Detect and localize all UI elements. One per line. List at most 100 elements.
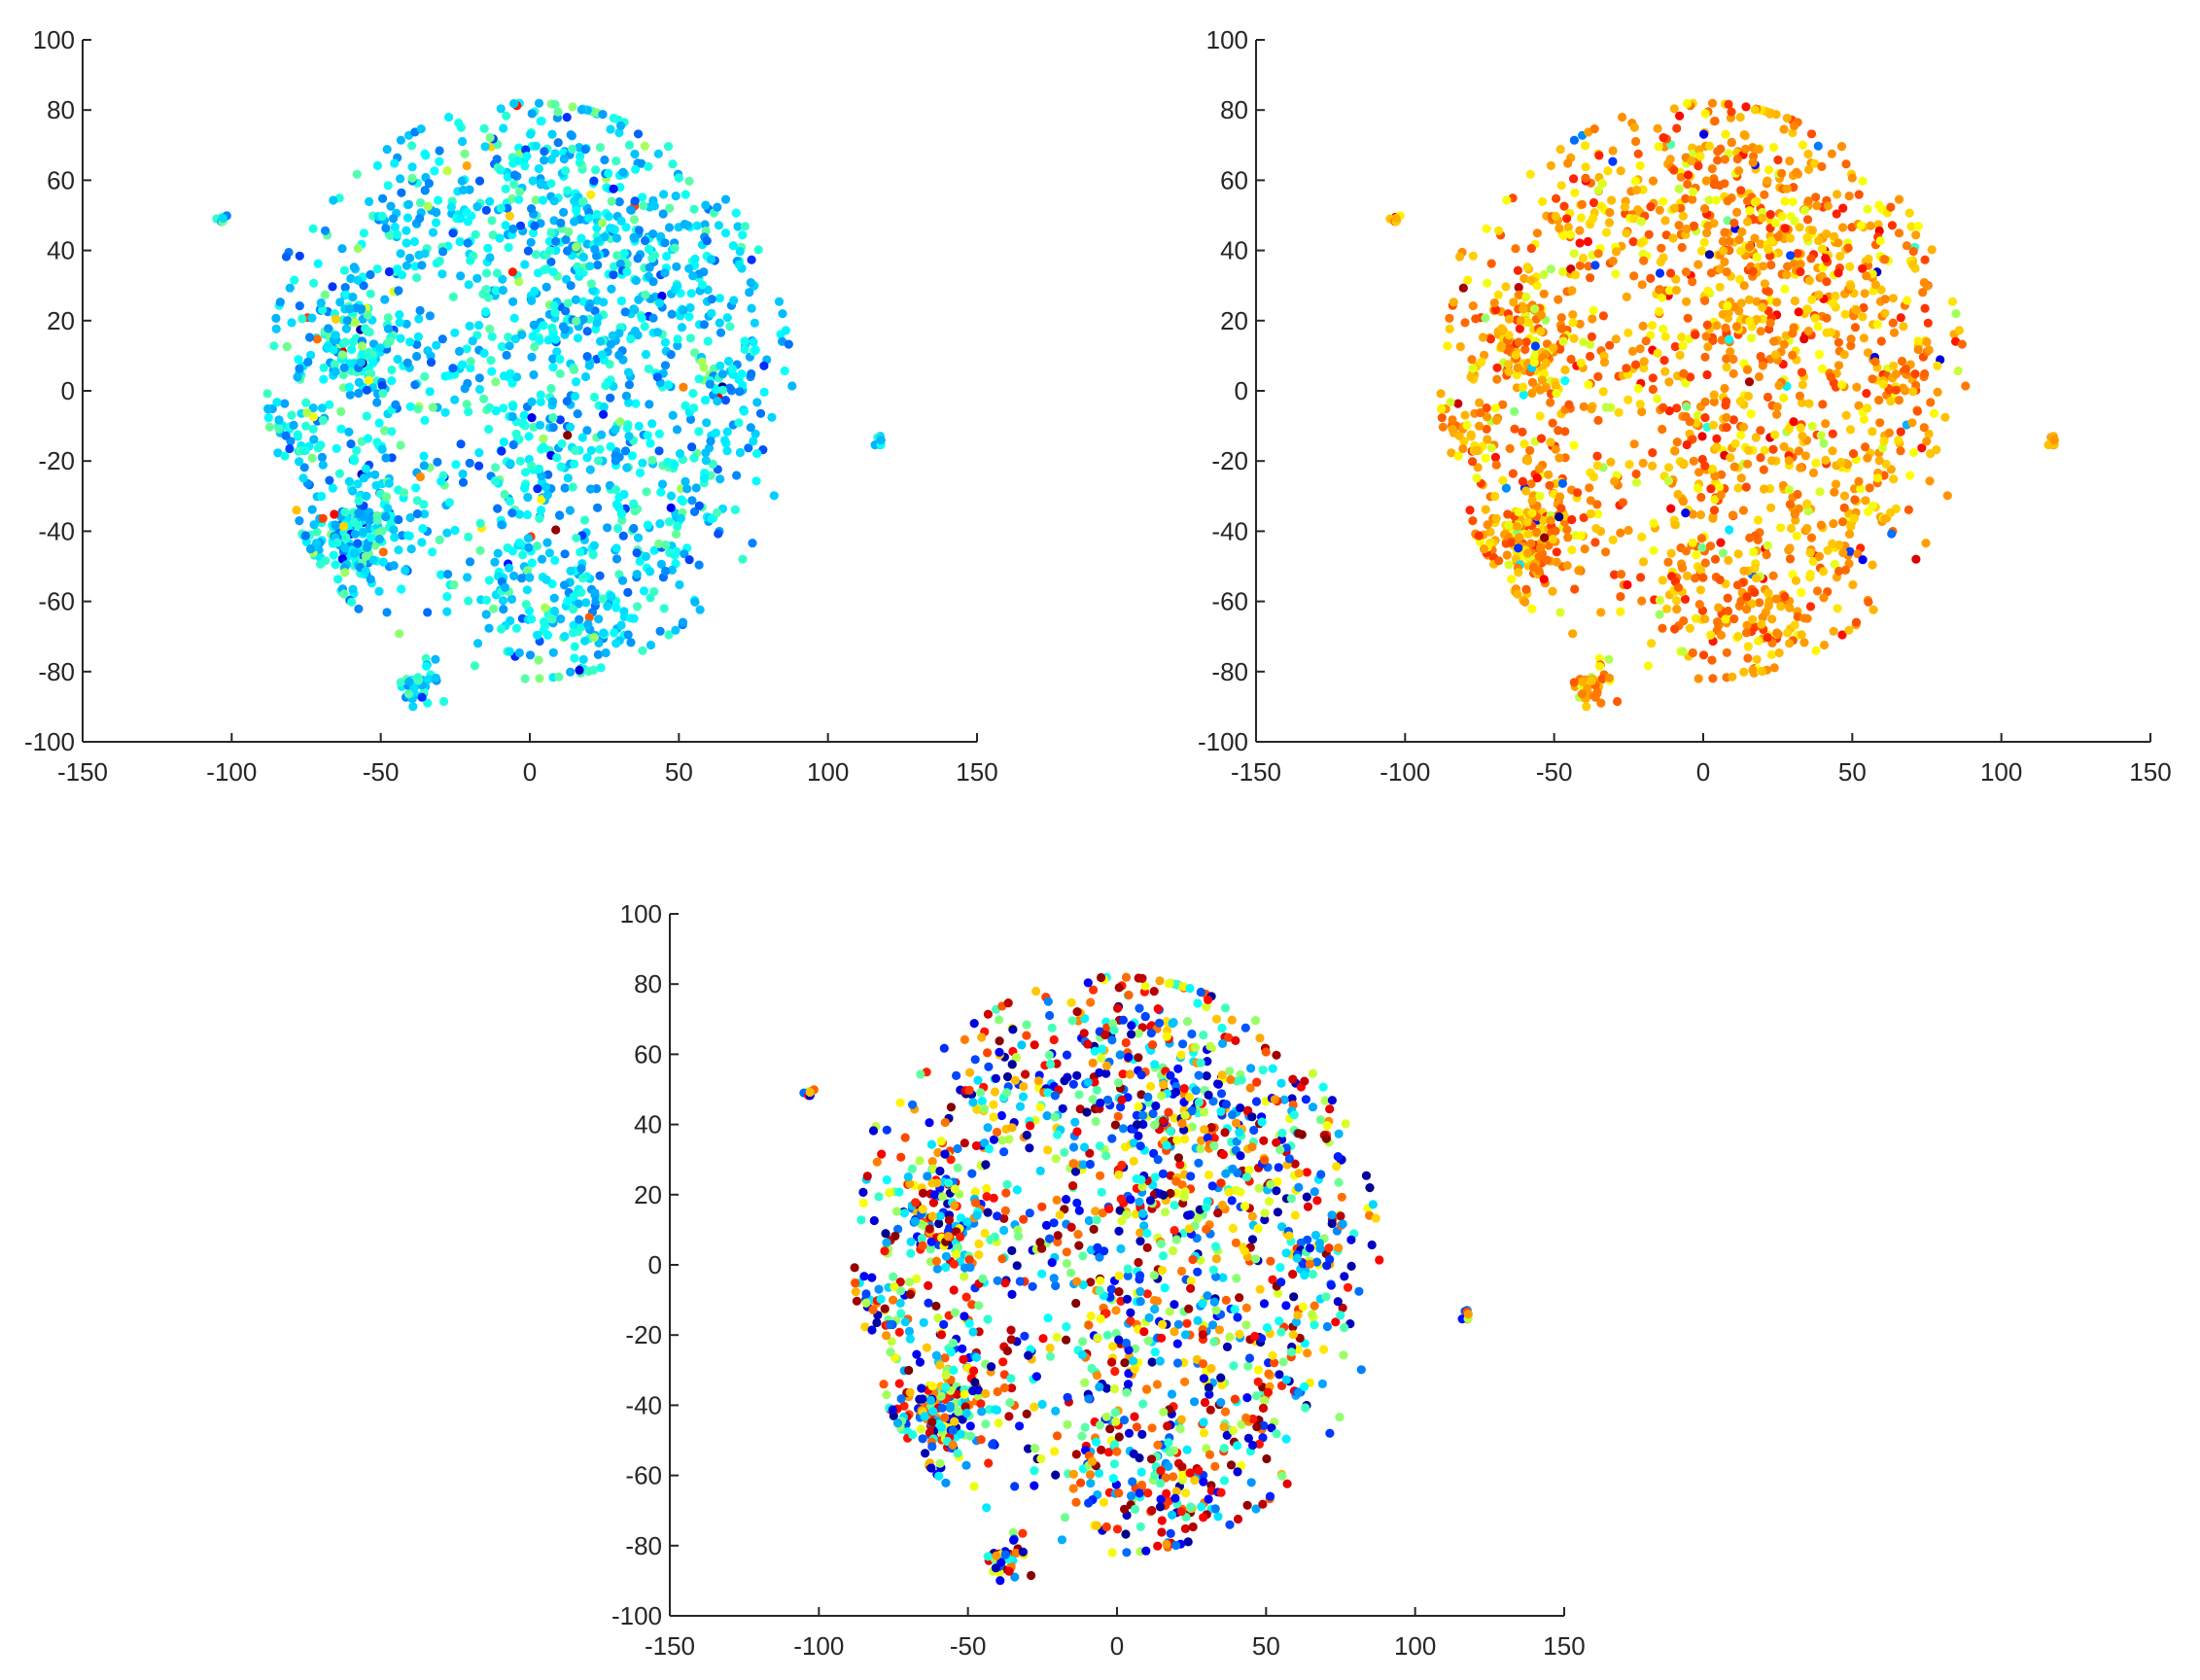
data-point <box>974 1239 984 1249</box>
data-point <box>685 333 696 343</box>
data-point <box>394 514 403 525</box>
data-point <box>647 254 657 263</box>
data-point <box>1802 499 1812 508</box>
data-point <box>1001 1188 1011 1198</box>
data-point <box>896 1309 906 1318</box>
data-point <box>1748 665 1758 676</box>
data-point <box>1682 439 1692 450</box>
data-point <box>940 1117 950 1128</box>
data-point <box>1589 472 1598 482</box>
data-point <box>1766 456 1777 466</box>
data-point <box>591 165 601 175</box>
data-point <box>1669 203 1679 213</box>
data-point <box>1590 692 1600 702</box>
data-point <box>1587 676 1596 685</box>
data-point <box>572 316 581 326</box>
data-point <box>1498 475 1508 485</box>
data-point <box>868 1305 878 1314</box>
data-point <box>1480 350 1489 360</box>
data-point <box>927 1157 937 1167</box>
data-point <box>634 421 644 431</box>
data-point <box>885 1188 894 1198</box>
data-point <box>1095 1068 1104 1077</box>
data-point <box>1204 1090 1213 1100</box>
data-point <box>1843 243 1853 253</box>
data-point <box>1635 344 1645 354</box>
data-point <box>409 683 419 693</box>
data-point <box>1856 484 1866 494</box>
data-point <box>1062 1050 1072 1060</box>
data-point <box>1685 623 1694 633</box>
data-point <box>1759 262 1768 271</box>
data-point <box>876 436 886 445</box>
data-point <box>1758 361 1767 370</box>
data-point <box>906 1248 916 1258</box>
data-point <box>1527 508 1537 518</box>
data-point <box>1780 224 1790 233</box>
data-point <box>997 1136 1007 1145</box>
data-point <box>1714 482 1725 492</box>
data-point <box>1881 459 1891 469</box>
data-point <box>475 518 485 528</box>
data-point <box>1259 1136 1269 1145</box>
data-point <box>1209 1134 1219 1143</box>
data-point <box>1741 144 1751 154</box>
data-point <box>1908 447 1918 458</box>
data-point <box>1465 506 1475 515</box>
data-point <box>1534 566 1544 577</box>
data-point <box>950 1308 960 1317</box>
data-point <box>1068 1142 1079 1152</box>
data-point <box>1437 413 1447 423</box>
data-point <box>400 488 409 498</box>
data-point <box>616 620 626 630</box>
data-point <box>1129 1156 1138 1166</box>
data-point <box>597 350 608 360</box>
data-point <box>1804 276 1814 286</box>
data-point <box>935 1211 945 1221</box>
data-point <box>1202 1071 1211 1081</box>
data-point <box>403 199 413 209</box>
data-point <box>353 275 363 285</box>
data-point <box>1539 289 1549 298</box>
x-tick-label: -50 <box>363 757 400 787</box>
data-point <box>1526 479 1536 489</box>
data-point <box>1552 557 1561 567</box>
data-point <box>918 1394 927 1404</box>
data-point <box>1675 350 1685 360</box>
data-point <box>1564 400 1574 409</box>
data-point <box>338 521 349 532</box>
data-point <box>1676 203 1686 213</box>
data-point <box>1845 425 1856 435</box>
data-point <box>585 484 596 494</box>
data-point <box>1549 343 1558 353</box>
data-point <box>368 358 378 368</box>
data-point <box>413 676 423 685</box>
data-point <box>738 554 748 564</box>
data-point <box>401 566 410 576</box>
data-point <box>1218 1038 1228 1048</box>
data-point <box>1756 453 1765 463</box>
data-point <box>1043 1088 1053 1098</box>
data-point <box>1052 1195 1062 1205</box>
data-point <box>515 221 526 230</box>
data-point <box>1750 105 1760 115</box>
data-point <box>1529 358 1539 368</box>
data-point <box>981 1419 991 1429</box>
data-point <box>874 1192 884 1202</box>
data-point <box>1774 380 1784 391</box>
data-point <box>566 566 576 576</box>
data-point <box>1501 282 1511 292</box>
data-point <box>1832 209 1841 219</box>
data-point <box>1894 396 1903 405</box>
data-point <box>1710 554 1721 564</box>
data-point <box>643 431 652 440</box>
data-point <box>583 619 593 629</box>
data-point <box>1671 285 1681 296</box>
data-point <box>481 307 491 317</box>
data-point <box>932 1264 942 1274</box>
data-point <box>1096 1276 1105 1285</box>
data-point <box>1019 1214 1029 1224</box>
data-points <box>212 98 886 712</box>
data-point <box>1611 334 1621 344</box>
